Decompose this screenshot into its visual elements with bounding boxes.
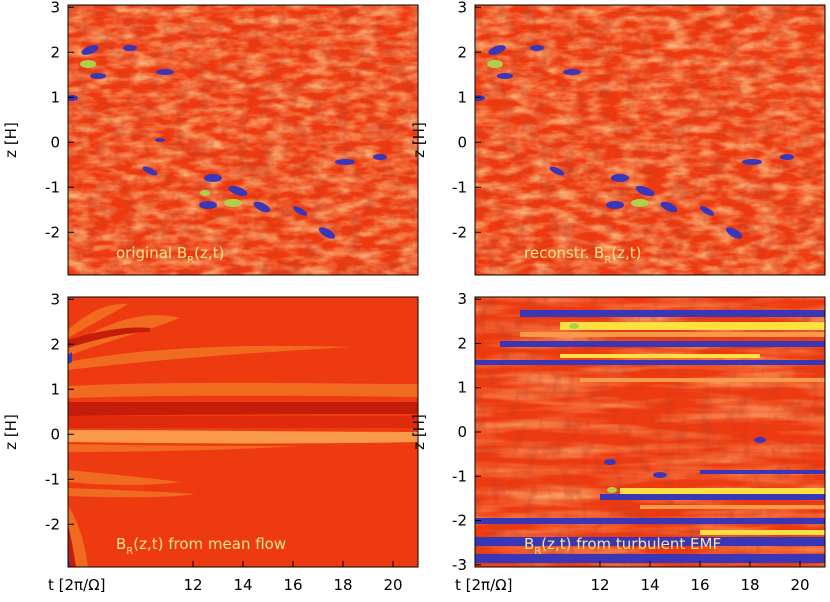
ytick-label: -1	[452, 467, 467, 485]
ylabel-top-right: z [H]	[410, 122, 428, 158]
ytick-label: 2	[457, 334, 467, 352]
annotation-top-right: reconstr. BR(z,t)	[524, 244, 642, 266]
ytick-label: -3	[452, 556, 467, 574]
ytick-label: 0	[50, 425, 60, 443]
ytick-label: 2	[50, 335, 60, 353]
ytick-label: 1	[457, 379, 467, 397]
heatmap-bottom-left	[68, 297, 418, 567]
ylabel-bottom-right: z [H]	[410, 414, 428, 450]
ytick-label: -1	[45, 178, 60, 196]
ytick-label: 3	[50, 0, 60, 16]
ytick-label: -1	[452, 178, 467, 196]
panel-top-right: -2 -1 0 1 2 3 z [H] reconstr. BR(z,t)	[410, 0, 826, 276]
xtick-label: 18	[333, 576, 352, 594]
ytick-label: -2	[452, 512, 467, 530]
annotation-bottom-right: BR(z,t) from turbulent EMF	[524, 535, 721, 557]
panel-top-left: -2 -1 0 1 2 3 z [H] original BR(z,t)	[2, 0, 419, 276]
xtick-label: 12	[183, 576, 202, 594]
xtick-label: 18	[740, 576, 759, 594]
ytick-label: 0	[457, 423, 467, 441]
xlabel-bottom-left: t [2π/Ω]	[48, 576, 105, 594]
ylabel-bottom-left: z [H]	[2, 414, 20, 450]
ytick-label: 3	[50, 290, 60, 308]
x-axis-bottom-left: 12 14 16 18 20 t [2π/Ω]	[48, 561, 403, 594]
xtick-label: 16	[283, 576, 302, 594]
ytick-label: -2	[45, 515, 60, 533]
ytick-label: -2	[45, 223, 60, 241]
ylabel-top-left: z [H]	[2, 122, 20, 158]
xtick-label: 20	[383, 576, 402, 594]
y-axis-bottom-left: -2 -1 0 1 2 3 z [H]	[2, 290, 74, 533]
ytick-label: 1	[50, 88, 60, 106]
ytick-label: 3	[457, 0, 467, 16]
xtick-label: 16	[690, 576, 709, 594]
xtick-label: 20	[790, 576, 809, 594]
heatmap-bottom-right	[475, 297, 825, 567]
xtick-label: 14	[640, 576, 659, 594]
ytick-label: 3	[457, 290, 467, 308]
x-axis-bottom-right: 12 14 16 18 20 t [2π/Ω]	[455, 561, 810, 594]
annotation-bottom-left: BR(z,t) from mean flow	[116, 535, 286, 557]
ytick-label: 1	[457, 88, 467, 106]
y-axis-top-right: -2 -1 0 1 2 3 z [H]	[410, 0, 481, 241]
ytick-label: 1	[50, 380, 60, 398]
heatmap-top-left	[68, 5, 418, 275]
annotation-top-left: original BR(z,t)	[116, 244, 224, 266]
xtick-label: 14	[233, 576, 252, 594]
ytick-label: 2	[50, 43, 60, 61]
ytick-label: 0	[457, 133, 467, 151]
ytick-label: -2	[452, 223, 467, 241]
y-axis-top-left: -2 -1 0 1 2 3 z [H]	[2, 0, 74, 241]
xlabel-bottom-right: t [2π/Ω]	[455, 576, 512, 594]
heatmap-top-right	[475, 5, 825, 275]
ytick-label: -1	[45, 470, 60, 488]
y-axis-bottom-right: -3 -2 -1 0 1 2 3 z [H]	[410, 290, 481, 574]
xtick-label: 12	[590, 576, 609, 594]
ytick-label: 0	[50, 133, 60, 151]
ytick-label: 2	[457, 43, 467, 61]
